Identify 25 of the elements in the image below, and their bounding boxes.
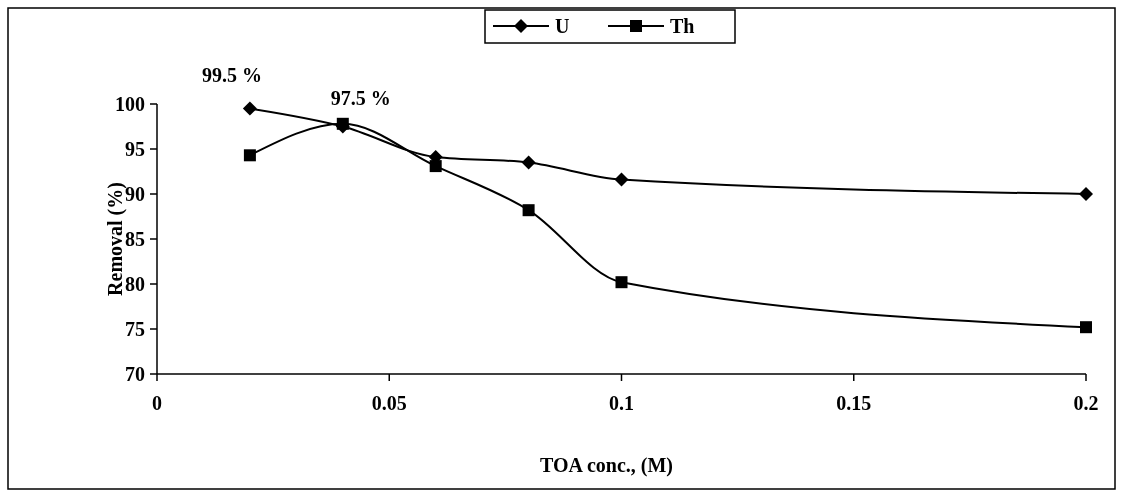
annotation: 99.5 % (201, 63, 262, 86)
y-tick-label: 100 (115, 93, 145, 115)
point (243, 149, 256, 162)
x-tick-label: 0.2 (1073, 392, 1099, 414)
y-tick-label: 90 (125, 183, 145, 205)
point (1080, 321, 1092, 334)
y-tick-label: 75 (125, 318, 145, 340)
point (521, 155, 536, 170)
y-tick-label: 70 (125, 363, 145, 385)
legend-label: U (555, 15, 570, 37)
point (614, 172, 629, 187)
legend-label: Th (670, 15, 695, 37)
annotation: 97.5 % (330, 86, 391, 109)
x-tick-label: 0 (152, 392, 162, 414)
x-tick-label: 0.05 (371, 392, 407, 414)
y-tick-label: 85 (125, 228, 145, 250)
y-tick-label: 80 (125, 273, 145, 295)
point (1079, 187, 1093, 201)
y-tick-label: 95 (125, 138, 145, 160)
point (615, 276, 628, 289)
point (242, 101, 257, 116)
point (522, 204, 535, 217)
x-axis-title: TOA conc., (M) (540, 454, 673, 477)
x-tick-label: 0.15 (836, 392, 872, 414)
x-tick-label: 0.1 (609, 392, 634, 414)
